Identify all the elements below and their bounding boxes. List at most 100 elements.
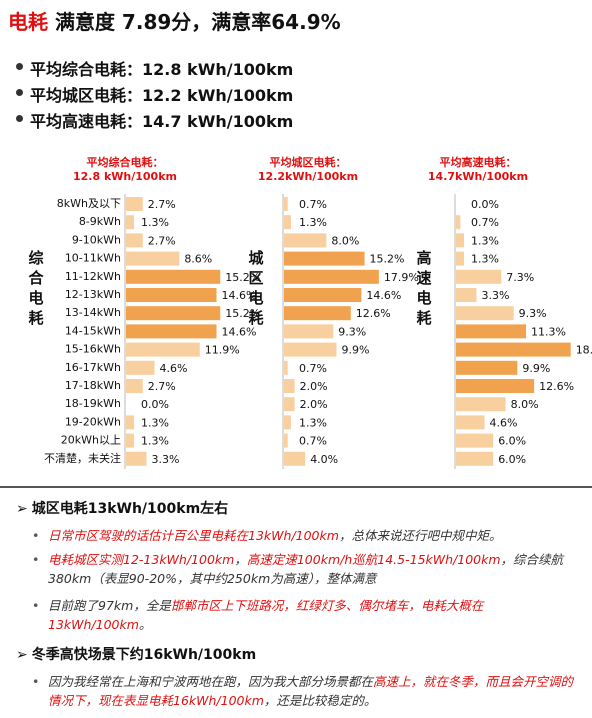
value-label: 2.7% [148, 198, 176, 211]
bar [126, 251, 180, 266]
bar [456, 360, 518, 375]
note-text: 。 [138, 617, 152, 632]
bullet-dot-icon [16, 89, 23, 96]
bar [126, 342, 200, 357]
value-label: 15.2% [225, 271, 260, 284]
value-label: 0.7% [299, 435, 327, 448]
value-label: 6.0% [498, 435, 526, 448]
note-text: 高速上，就在冬季，而且会开空调的情况下，现在表显电耗16kWh/100km [48, 674, 574, 708]
value-label: 12.6% [356, 307, 391, 320]
value-label: 1.3% [141, 416, 169, 429]
value-label: 2.7% [148, 380, 176, 393]
bar [284, 379, 295, 393]
notes-heading-text: 冬季高快场景下约16kWh/100km [31, 647, 257, 663]
category-label: 8kWh及以下 [57, 197, 121, 210]
bar [284, 324, 334, 339]
stat-text: 平均城区电耗：12.2 kWh/100km [30, 86, 294, 105]
note-text: ，总体来说还行吧中规中矩。 [338, 528, 502, 543]
bar [456, 451, 494, 466]
chart-title-combined: 平均综合电耗： 12.8 kWh/100km [72, 156, 177, 183]
value-label: 17.9% [384, 271, 419, 284]
value-label: 2.0% [300, 398, 328, 411]
arrow-icon: ➢ [16, 647, 28, 663]
bullet-icon: • [32, 528, 40, 543]
title-rest: 满意度 7.89分，满意率64.9% [48, 10, 341, 34]
value-label: 8.0% [331, 234, 359, 247]
note-text: 因为我经常在上海和宁波两地在跑，因为我大部分场景都在 [48, 674, 374, 689]
value-label: 4.6% [490, 416, 518, 429]
bar [284, 360, 288, 375]
value-label: 1.3% [299, 416, 327, 429]
bullet-icon: • [32, 598, 40, 613]
notes-heading-winter: ➢ 冬季高快场景下约16kWh/100km [16, 644, 256, 664]
bar [456, 324, 527, 339]
value-label: 4.0% [310, 453, 338, 466]
value-label: 9.3% [338, 325, 366, 338]
arrow-icon: ➢ [16, 501, 28, 517]
chart-title-highway: 平均高速电耗： 14.7kWh/100km [427, 156, 529, 183]
bullet-dot-icon [16, 63, 23, 70]
category-label: 15-16kWh [65, 343, 121, 356]
value-label: 1.3% [141, 216, 169, 229]
chart-title-city: 平均城区电耗： 12.2kWh/100km [257, 156, 359, 183]
value-label: 15.2% [225, 307, 260, 320]
bar [456, 415, 485, 430]
value-label: 14.6% [222, 289, 257, 302]
bar [456, 269, 502, 284]
stat-city: 平均城区电耗：12.2 kWh/100km [16, 82, 294, 106]
bullet-icon: • [32, 552, 40, 567]
value-label: 11.3% [531, 325, 566, 338]
category-label: 11-12kWh [65, 270, 121, 283]
notes-heading-text: 城区电耗13kWh/100km左右 [31, 501, 229, 517]
note-text: 邯郸市区上下班路况，红绿灯多、偶尔堵车，电耗大概在13kWh/100km [48, 598, 484, 632]
bar [284, 233, 327, 248]
category-label: 20kWh以上 [61, 434, 121, 447]
bar [126, 197, 143, 211]
value-label: 1.3% [471, 234, 499, 247]
value-label: 9.9% [522, 362, 550, 375]
value-label: 18.5% [576, 344, 592, 357]
note-text: 市区驾驶的话估计百公里电耗在13kWh/100km [73, 528, 339, 543]
notes-section: ➢ 城区电耗13kWh/100km左右 • 日常市区驾驶的话估计百公里电耗在13kW… [0, 486, 592, 718]
value-label: 1.3% [141, 435, 169, 448]
category-label: 18-19kWh [65, 397, 121, 410]
value-label: 3.3% [481, 289, 509, 302]
value-label: 0.7% [471, 216, 499, 229]
bar [126, 324, 217, 339]
side-label-city: 城区电耗 [248, 249, 264, 327]
note-item-1: • 日常市区驾驶的话估计百公里电耗在13kWh/100km，总体来说还行吧中规中矩… [32, 526, 584, 545]
stat-combined: 平均综合电耗：12.8 kWh/100km [16, 56, 293, 80]
value-label: 12.6% [539, 380, 574, 393]
bar [456, 233, 465, 248]
bar [456, 288, 477, 302]
note-item-3: • 目前跑了97km，全是邯郸市区上下班路况，红绿灯多、偶尔堵车，电耗大概在13k… [32, 596, 584, 634]
bar [126, 433, 135, 448]
category-label: 19-20kWh [65, 415, 121, 428]
stat-text: 平均高速电耗：14.7 kWh/100km [30, 112, 294, 131]
bar [126, 288, 217, 302]
bullet-icon: • [32, 674, 40, 689]
bar [126, 215, 135, 230]
note-item-4: • 因为我经常在上海和宁波两地在跑，因为我大部分场景都在高速上，就在冬季，而且会开… [32, 672, 584, 710]
bar [456, 215, 461, 230]
value-label: 0.7% [299, 198, 327, 211]
value-label: 8.6% [184, 253, 212, 266]
notes-heading-city: ➢ 城区电耗13kWh/100km左右 [16, 498, 228, 518]
bar [284, 342, 337, 357]
bar [284, 306, 351, 321]
side-label-highway: 高速电耗 [416, 249, 432, 327]
value-label: 6.0% [498, 453, 526, 466]
category-label: 16-17kWh [65, 361, 121, 374]
value-label: 7.3% [506, 271, 534, 284]
category-label: 14-15kWh [65, 324, 121, 337]
bar [284, 269, 379, 284]
category-label: 17-18kWh [65, 379, 121, 392]
value-label: 1.3% [299, 216, 327, 229]
value-label: 4.6% [160, 362, 188, 375]
note-text: 电耗城区实测12-13kWh/100km [48, 552, 235, 567]
value-label: 2.7% [148, 234, 176, 247]
bar [456, 306, 514, 321]
note-text: ， [234, 552, 247, 567]
value-label: 14.6% [366, 289, 401, 302]
bar [126, 451, 147, 466]
